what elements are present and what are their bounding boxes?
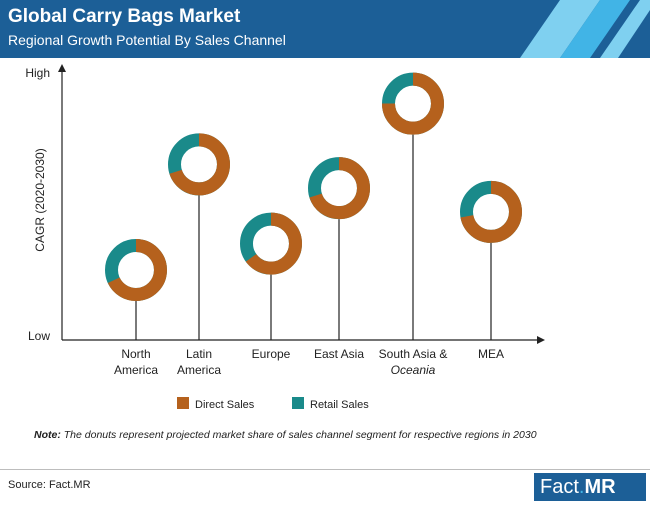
header-stripe-1 [520,0,600,58]
x-tick-label-1-0: Latin [186,347,212,361]
logo-text-fact: Fact [540,476,579,498]
page-title: Global Carry Bags Market [8,6,241,27]
x-axis-arrow [537,336,545,344]
donut-direct-4 [382,72,444,135]
chart: High Low CAGR (2020-2030) North America Latin… [25,64,545,411]
header-stripe-3 [600,0,650,58]
donut-direct-1 [168,133,230,196]
page-subtitle: Regional Growth Potential By Sales Chann… [8,32,286,48]
donut-direct-3 [308,157,370,220]
source-text: Source: Fact.MR [8,479,91,491]
y-axis-label: CAGR (2020-2030) [33,148,47,251]
note-label: Note: [34,429,61,441]
factmr-logo: Fact.MR [534,469,650,505]
header-stripe-2 [560,0,630,58]
x-tick-label-1-1: America [177,363,221,377]
x-tick-label-4-1: Oceania [391,363,436,377]
legend-swatch-retail [292,397,304,409]
donut-direct-5 [460,180,522,243]
x-tick-label-0-1: America [114,363,158,377]
y-axis-arrow [58,64,66,72]
y-tick-high: High [25,66,50,80]
chart-note: Note: The donuts represent projected mar… [34,428,594,443]
y-tick-low: Low [28,329,50,343]
legend-swatch-direct [177,397,189,409]
footer-divider [0,469,650,470]
legend-label-direct: Direct Sales [195,399,255,411]
header-background [0,0,650,58]
header-banner: Global Carry Bags Market Regional Growth… [0,0,650,58]
x-tick-label-2-0: Europe [252,347,291,361]
legend-label-retail: Retail Sales [310,399,369,411]
x-tick-label-3-0: East Asia [314,347,364,361]
logo-box: Fact.MR [534,473,646,501]
donut-direct-2 [240,212,302,275]
logo-text-mr: MR [584,476,616,498]
logo-text-dot: . [578,476,585,498]
donut-direct-0 [105,239,167,301]
x-tick-label-4-0: South Asia & [379,347,448,361]
x-tick-label-5-0: MEA [478,347,504,361]
note-text: The donuts represent projected market sh… [60,429,537,441]
x-tick-label-0-0: North [121,347,150,361]
